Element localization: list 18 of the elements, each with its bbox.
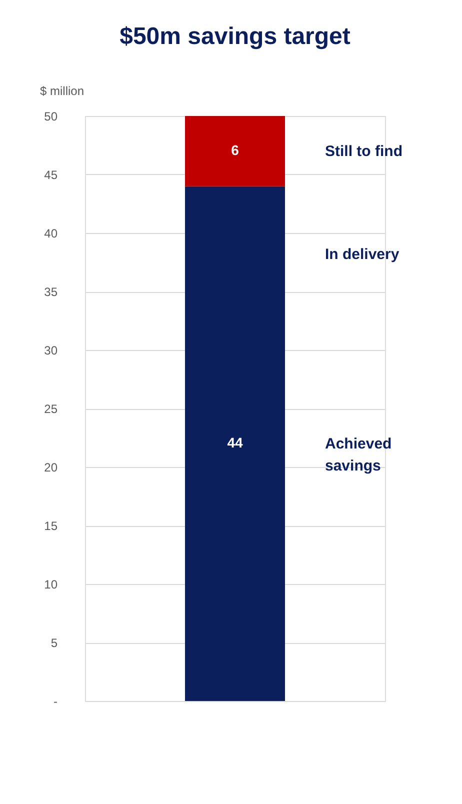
y-tick-label: 35 — [44, 285, 58, 299]
annotation: In delivery — [325, 246, 400, 263]
data-label: 6 — [231, 142, 240, 158]
y-tick-label: 20 — [44, 460, 58, 474]
data-label: 44 — [227, 434, 243, 451]
y-tick-label: 5 — [50, 636, 58, 650]
y-tick-label: 45 — [44, 168, 58, 182]
y-tick-label: 50 — [44, 110, 58, 124]
chart-title: $50m savings target — [120, 23, 350, 50]
y-tick-label: 25 — [44, 402, 58, 416]
text: Still to find — [325, 143, 402, 160]
y-tick-label: 30 — [44, 344, 58, 358]
y-tick-label: 10 — [44, 578, 58, 592]
y-axis-title: $ million — [40, 84, 84, 98]
y-tick-label: - — [54, 694, 58, 708]
text: Achieved savings — [325, 436, 392, 475]
y-tick-label: 40 — [44, 226, 58, 240]
y-tick-label: 15 — [44, 519, 58, 533]
